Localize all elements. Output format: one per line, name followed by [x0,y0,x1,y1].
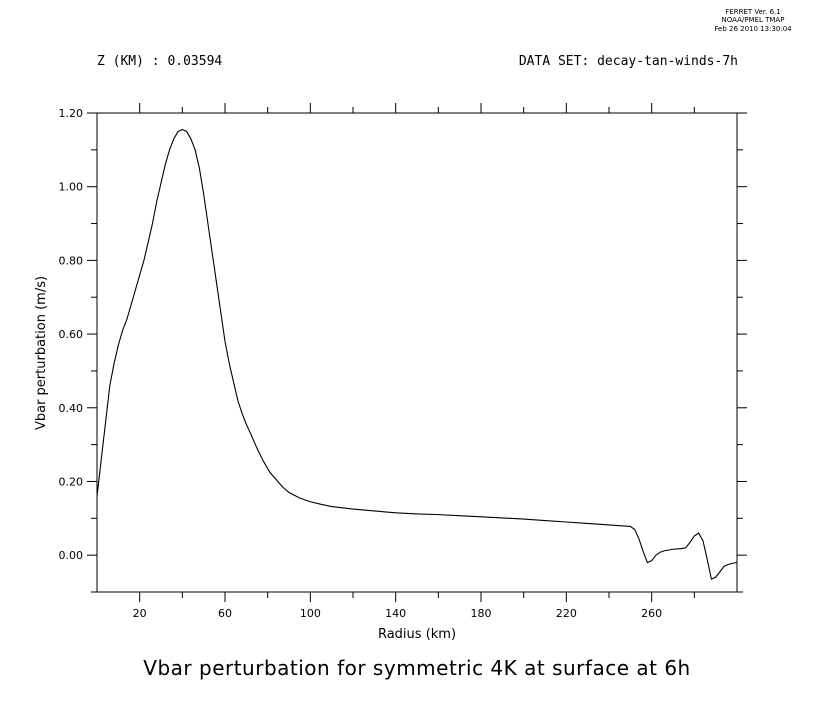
chart-title: Vbar perturbation for symmetric 4K at su… [143,656,690,680]
y-tick-label: 0.40 [59,402,84,415]
y-tick-label: 0.00 [59,549,84,562]
x-tick-label: 180 [471,607,492,620]
x-tick-label: 20 [133,607,147,620]
ferret-org-label: NOAA/PMEL TMAP [722,16,785,24]
x-tick-label: 60 [218,607,232,620]
plot-frame [96,112,738,593]
y-tick-label: 0.80 [59,254,84,267]
y-axis-label: Vbar perturbation (m/s) [34,276,49,430]
y-tick-label: 1.20 [59,107,84,120]
dataset-label: DATA SET: decay-tan-winds-7h [519,54,738,69]
ferret-date-label: Feb 26 2010 13:30:04 [714,25,792,33]
x-tick-label: 100 [300,607,321,620]
series-line [96,128,738,580]
x-tick-label: 220 [556,607,577,620]
y-tick-label: 0.20 [59,475,84,488]
x-axis-label: Radius (km) [378,627,456,642]
y-axis-ticks: 0.00 0.20 0.40 0.60 0.80 1.00 1.20 [59,107,747,593]
ferret-version-label: FERRET Ver. 6.1 [725,8,780,16]
x-axis-ticks: 20 60 100 140 180 220 260 [133,103,695,620]
y-tick-label: 1.00 [59,181,84,194]
x-tick-label: 260 [641,607,662,620]
y-tick-label: 0.60 [59,328,84,341]
x-tick-label: 140 [385,607,406,620]
z-level-label: Z (KM) : 0.03594 [97,54,222,69]
